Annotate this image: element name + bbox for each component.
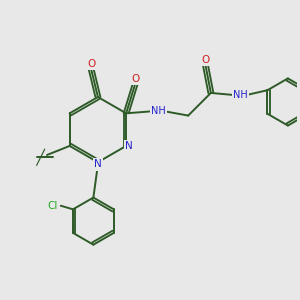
- Text: NH: NH: [152, 106, 166, 116]
- Text: O: O: [201, 55, 210, 65]
- Text: O: O: [131, 74, 139, 84]
- Text: N: N: [94, 160, 102, 170]
- Text: NH: NH: [233, 90, 248, 100]
- Text: N: N: [124, 141, 132, 151]
- Text: Cl: Cl: [48, 201, 58, 211]
- Text: O: O: [87, 59, 95, 69]
